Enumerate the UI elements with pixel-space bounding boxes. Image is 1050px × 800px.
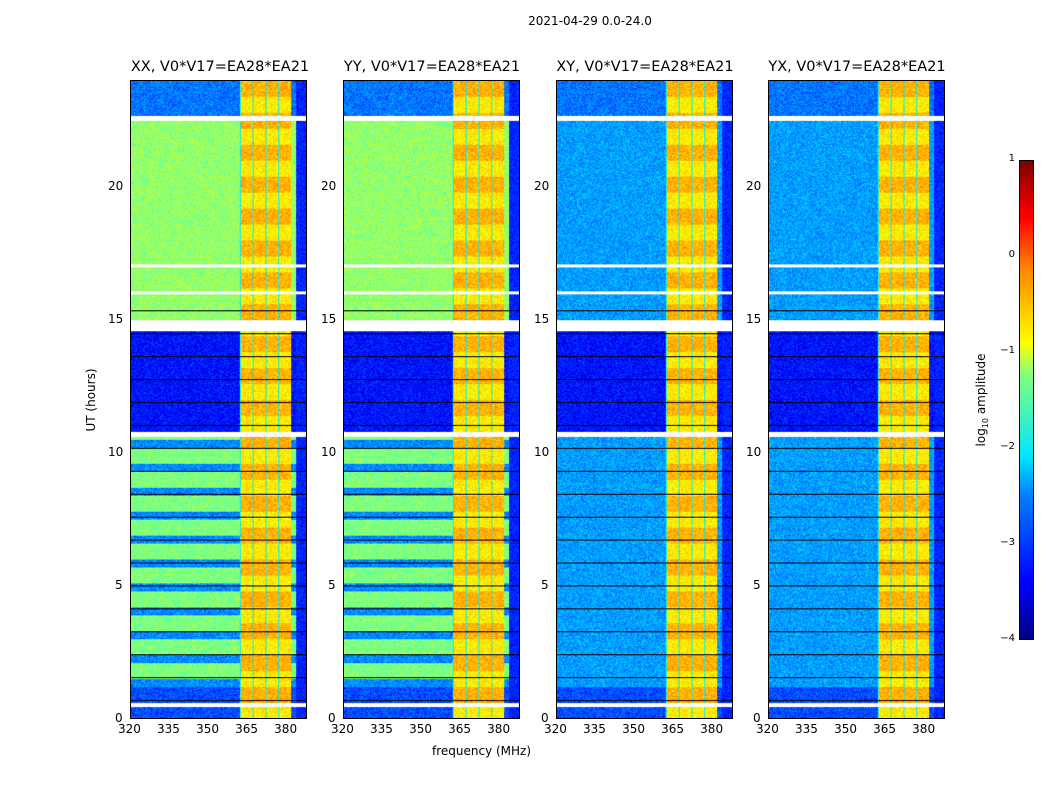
y-tick-label: 5 (753, 577, 761, 592)
heatmap-xy (557, 81, 732, 718)
panel-title-xx: XX, V0*V17=EA28*EA21 (130, 59, 310, 75)
x-tick-label: 335 (157, 722, 180, 736)
panel-yy (343, 80, 520, 719)
y-tick-label: 10 (108, 444, 124, 459)
x-tick-label: 350 (834, 722, 857, 736)
y-tick-label: 10 (534, 444, 550, 459)
y-tick-label: 15 (321, 311, 337, 326)
y-tick-label: 15 (746, 311, 762, 326)
panel-title-yx: YX, V0*V17=EA28*EA21 (768, 59, 946, 75)
colorbar (1019, 160, 1034, 640)
panel-xx (130, 80, 307, 719)
x-tick-label: 380 (274, 722, 298, 736)
x-tick-label: 350 (409, 722, 432, 736)
colorbar-tick-label: −2 (1000, 441, 1015, 452)
figure-title: 2021-04-29 0.0-24.0 (528, 14, 652, 28)
x-tick-label: 350 (196, 722, 219, 736)
heatmap-yx (769, 81, 944, 718)
x-axis-label: frequency (MHz) (432, 744, 532, 758)
colorbar-label: log10 amplitude (973, 353, 991, 447)
panel-title-xy: XY, V0*V17=EA28*EA21 (556, 59, 734, 75)
x-tick-label: 335 (583, 722, 606, 736)
colorbar-tick-label: −1 (1000, 345, 1015, 356)
y-tick-label: 20 (746, 178, 762, 193)
y-tick-label: 10 (321, 444, 337, 459)
x-tick-label: 320 (544, 722, 567, 736)
x-tick-label: 380 (487, 722, 511, 736)
y-tick-label: 0 (753, 711, 761, 725)
y-tick-label: 10 (746, 444, 762, 459)
x-tick-label: 365 (235, 722, 259, 736)
x-tick-label: 365 (448, 722, 472, 736)
y-axis-label: UT (hours) (84, 368, 98, 432)
y-tick-label: 5 (541, 577, 549, 592)
y-tick-label: 0 (541, 711, 549, 725)
y-tick-label: 20 (321, 178, 337, 193)
x-tick-label: 365 (873, 722, 897, 736)
heatmap-yy (344, 81, 519, 718)
y-tick-label: 20 (108, 178, 124, 193)
colorbar-tick-label: −4 (1000, 633, 1015, 644)
y-tick-label: 0 (328, 711, 336, 725)
y-tick-label: 15 (534, 311, 550, 326)
x-tick-label: 380 (912, 722, 936, 736)
y-tick-label: 0 (115, 711, 123, 725)
x-tick-label: 320 (331, 722, 354, 736)
panel-xy (556, 80, 733, 719)
x-tick-label: 350 (622, 722, 645, 736)
colorbar-tick-label: −3 (1000, 537, 1015, 548)
colorbar-tick-label: 1 (1008, 153, 1015, 164)
x-tick-label: 320 (118, 722, 141, 736)
panel-yx (768, 80, 945, 719)
y-tick-label: 5 (328, 577, 336, 592)
x-tick-label: 365 (661, 722, 685, 736)
x-tick-label: 320 (756, 722, 779, 736)
x-tick-label: 380 (700, 722, 724, 736)
y-tick-label: 15 (108, 311, 124, 326)
y-tick-label: 20 (534, 178, 550, 193)
y-tick-label: 5 (115, 577, 123, 592)
x-tick-label: 335 (370, 722, 393, 736)
x-tick-label: 335 (795, 722, 818, 736)
panel-title-yy: YY, V0*V17=EA28*EA21 (343, 59, 521, 75)
colorbar-tick-label: 0 (1008, 249, 1015, 260)
heatmap-xx (131, 81, 306, 718)
